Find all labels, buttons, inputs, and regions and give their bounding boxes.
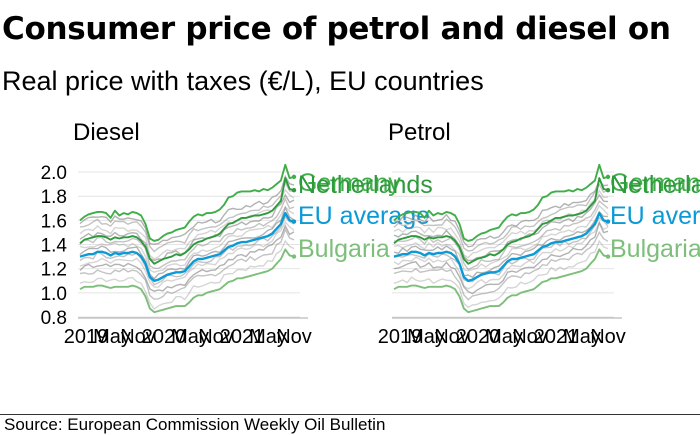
x-tick-label: May: [563, 326, 601, 348]
x-tick-label: May: [171, 326, 209, 348]
x-tick-label: Nov: [276, 326, 312, 348]
y-tick-label: 1.2: [41, 260, 67, 281]
series-label: Germany: [298, 169, 401, 197]
series-endpoint: [291, 254, 297, 259]
other-country-line: [393, 231, 609, 301]
other-country-line: [393, 189, 609, 259]
series-endpoint: [605, 254, 611, 259]
y-tick-label: 0.8: [41, 308, 67, 329]
series-line-germany: [393, 163, 609, 242]
series-label: EU average: [610, 202, 700, 230]
source-divider: [0, 414, 700, 415]
other-country-line: [79, 227, 295, 300]
series-line-bulgaria: [393, 248, 609, 314]
other-country-line: [79, 174, 295, 246]
other-country-line: [79, 188, 295, 260]
x-tick-label: May: [93, 326, 131, 348]
other-country-line: [79, 197, 295, 270]
series-line-germany: [79, 163, 295, 242]
other-country-line: [393, 239, 609, 309]
panel-title: Diesel: [73, 119, 140, 146]
x-tick-label: Nov: [198, 326, 234, 348]
series-label: Netherlands: [610, 171, 700, 199]
x-tick-label: 2020: [142, 326, 187, 348]
other-country-line: [79, 239, 295, 310]
panel-diesel: Diesel 0.8 1.0 1.2 1.4 1.6 1.8 2.0 GermanyNether…: [41, 119, 433, 348]
series-label: Germany: [610, 169, 700, 197]
x-tick-label: Nov: [120, 326, 156, 348]
series-label: EU average: [298, 202, 430, 230]
y-tick-label: 1.4: [41, 236, 68, 257]
series-line-eu-average: [393, 211, 609, 282]
series-endpoint: [605, 187, 611, 193]
x-tick-label: Nov: [590, 326, 626, 348]
other-country-line: [79, 224, 295, 292]
x-tick-label: 2021: [534, 326, 579, 348]
series-endpoint: [291, 219, 297, 224]
other-country-line: [393, 179, 609, 248]
x-tick-label: May: [485, 326, 523, 348]
x-tick-label: Nov: [512, 326, 548, 348]
other-country-line: [79, 205, 295, 280]
x-tick-label: 2020: [456, 326, 501, 348]
other-country-line: [393, 182, 609, 252]
series-endpoint: [605, 174, 611, 180]
other-country-line: [79, 205, 295, 273]
y-tick-label: 1.6: [41, 211, 67, 232]
chart-title: Consumer price of petrol and diesel on: [2, 11, 671, 47]
x-tick-label: 2021: [220, 326, 265, 348]
series-line-netherlands: [393, 177, 609, 265]
y-tick-label: 2.0: [41, 163, 67, 184]
chart-subtitle: Real price with taxes (€/L), EU countrie…: [2, 66, 484, 96]
other-country-line: [79, 215, 295, 286]
other-country-line: [393, 200, 609, 271]
series-label: Bulgaria: [610, 235, 700, 263]
series-endpoint: [291, 174, 297, 180]
other-country-line: [393, 220, 609, 295]
x-tick-label: May: [407, 326, 445, 348]
other-country-line: [79, 180, 295, 253]
series-endpoint: [605, 219, 611, 224]
panel-title: Petrol: [388, 119, 451, 146]
y-tick-label: 1.8: [41, 187, 67, 208]
series-label: Netherlands: [298, 171, 433, 199]
series-endpoint: [291, 187, 297, 193]
other-country-line: [393, 204, 609, 272]
series-label: Bulgaria: [298, 235, 390, 263]
source-note: Source: European Commission Weekly Oil B…: [4, 415, 386, 434]
other-country-line: [79, 220, 295, 288]
x-tick-label: May: [249, 326, 287, 348]
other-country-line: [393, 221, 609, 290]
x-tick-label: Nov: [434, 326, 470, 348]
x-tick-label: 2019: [378, 326, 423, 348]
y-tick-label: 1.0: [41, 284, 67, 305]
series-line-eu-average: [79, 211, 295, 282]
x-tick-label: 2019: [64, 326, 109, 348]
other-country-line: [393, 210, 609, 279]
series-line-netherlands: [79, 177, 295, 265]
series-line-bulgaria: [79, 248, 295, 314]
